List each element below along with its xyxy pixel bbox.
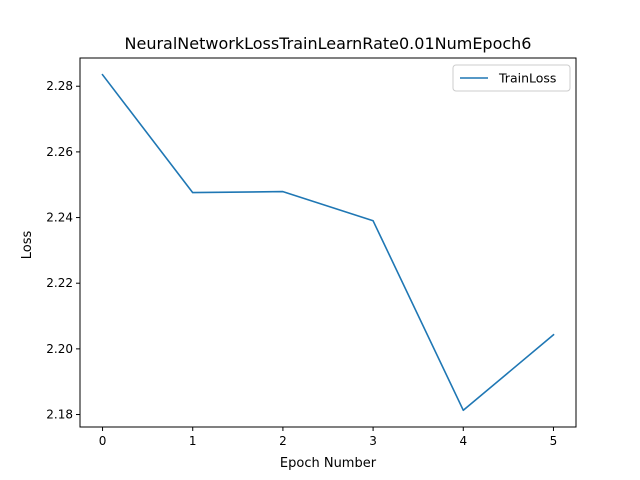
x-axis-label: Epoch Number (280, 456, 377, 471)
x-tick-label: 0 (99, 434, 107, 448)
y-tick-label: 2.26 (46, 145, 73, 159)
y-tick-label: 2.20 (46, 342, 73, 356)
plot-area (79, 57, 577, 428)
y-tick-label: 2.18 (46, 408, 73, 422)
y-tick-label: 2.22 (46, 276, 73, 290)
x-tick-label: 5 (550, 434, 558, 448)
y-tick-label: 2.24 (46, 211, 73, 225)
x-tick-label: 4 (459, 434, 467, 448)
series-line-0 (101, 73, 555, 412)
legend-box (452, 64, 571, 92)
y-axis-ticks: 2.18 2.20 2.22 2.24 2.26 2.28 (46, 79, 80, 422)
x-axis-ticks: 0 1 2 3 4 5 (99, 427, 558, 448)
legend: TrainLoss (452, 64, 571, 92)
x-tick-label: 3 (369, 434, 377, 448)
x-tick-label: 1 (189, 434, 197, 448)
y-axis-label: Loss (20, 231, 35, 260)
legend-label: TrainLoss (498, 71, 556, 86)
y-tick-label: 2.28 (46, 79, 73, 93)
x-tick-label: 2 (279, 434, 287, 448)
axes-frame (79, 57, 577, 428)
chart-title: NeuralNetworkLossTrainLearnRate0.01NumEp… (125, 34, 532, 53)
